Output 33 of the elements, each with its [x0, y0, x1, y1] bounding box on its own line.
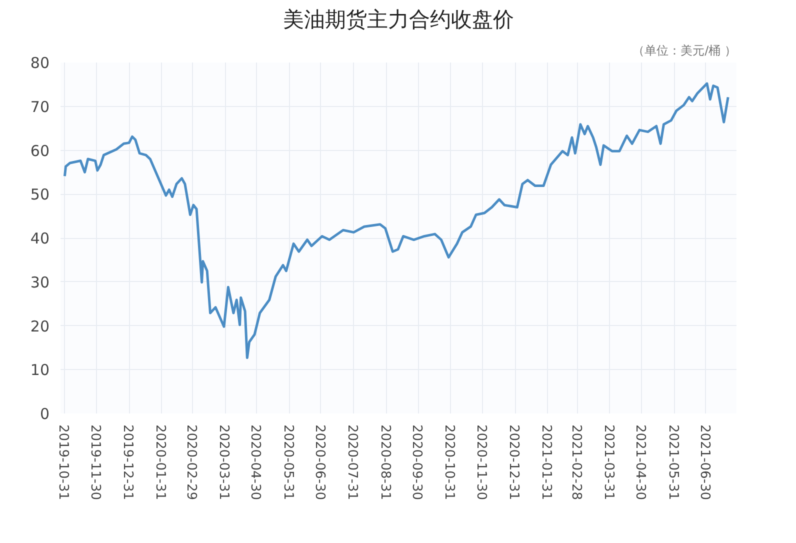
x-tick-label: 2020-11-30	[473, 424, 488, 500]
y-tick-label: 40	[30, 230, 50, 248]
x-tick-label: 2021-05-31	[665, 424, 680, 500]
y-tick-label: 80	[30, 54, 50, 72]
y-tick-label: 20	[30, 317, 50, 336]
x-tick-label: 2020-01-31	[152, 424, 168, 500]
x-tick-label: 2019-10-31	[56, 424, 71, 500]
x-tick-label: 2019-12-31	[120, 424, 136, 500]
y-tick-label: 0	[40, 405, 50, 423]
x-tick-label: 2020-07-31	[344, 424, 360, 500]
x-tick-label: 2020-02-29	[183, 424, 198, 500]
x-tick-label: 2021-01-31	[538, 424, 554, 500]
chart-title: 美油期货主力合约收盘价	[283, 8, 514, 32]
x-tick-label: 2020-08-31	[377, 424, 392, 500]
line-series	[63, 82, 730, 360]
x-tick-label: 2020-09-30	[409, 424, 424, 500]
x-tick-label: 2020-12-31	[506, 424, 522, 500]
x-tick-label: 2019-11-30	[87, 424, 102, 500]
x-tick-label: 2020-10-31	[442, 424, 457, 500]
x-tick-label: 2021-04-30	[632, 424, 648, 500]
y-tick-label: 30	[30, 273, 50, 292]
text: （单位：美元/桶 ）	[632, 44, 736, 58]
x-tick-label: 2020-03-31	[216, 424, 232, 500]
y-tick-label: 50	[30, 186, 50, 204]
y-tick-label: 10	[30, 361, 50, 380]
y-tick-label: 70	[30, 98, 50, 116]
x-tick-label: 2021-02-28	[568, 424, 584, 500]
x-tick-label: 2020-04-30	[248, 424, 263, 500]
y-tick-label: 60	[30, 142, 50, 160]
x-tick-label: 2020-05-31	[280, 424, 296, 500]
x-tick-label: 2021-03-31	[600, 424, 616, 500]
x-tick-label: 2020-06-30	[312, 424, 327, 500]
x-tick-label: 2021-06-30	[696, 424, 712, 500]
